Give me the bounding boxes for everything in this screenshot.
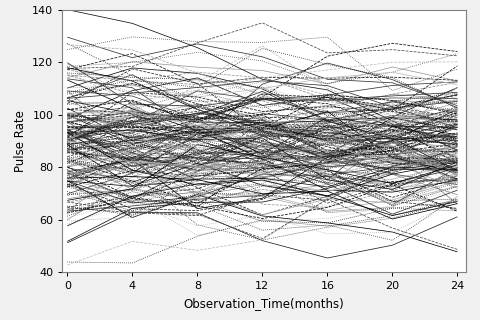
Y-axis label: Pulse Rate: Pulse Rate bbox=[14, 110, 27, 172]
X-axis label: Observation_Time(months): Observation_Time(months) bbox=[184, 297, 344, 309]
